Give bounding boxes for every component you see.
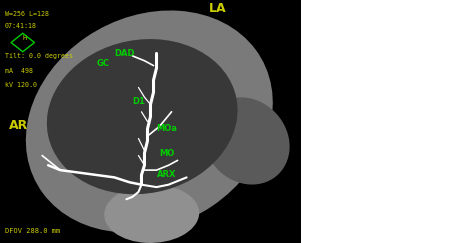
Text: MOa: MOa [156,124,177,133]
Text: W=256 L=128: W=256 L=128 [5,11,49,17]
Text: Tilt: 0.0 degrees: Tilt: 0.0 degrees [5,53,73,59]
Ellipse shape [203,97,290,184]
Text: AR: AR [9,119,28,132]
Text: DFOV 288.0 mm: DFOV 288.0 mm [5,228,60,234]
Text: ARX: ARX [156,170,176,179]
Ellipse shape [104,185,199,243]
Ellipse shape [47,39,237,194]
Text: H: H [23,35,27,41]
Text: DAD: DAD [114,49,135,58]
Text: kV 120.0: kV 120.0 [5,82,37,88]
Text: D1: D1 [132,97,146,106]
Text: GC: GC [96,59,109,68]
Text: MO: MO [160,148,175,157]
Ellipse shape [26,10,273,233]
Bar [0,0,301,243]
Text: LA: LA [209,2,226,15]
Text: 07:41:18: 07:41:18 [5,23,37,29]
Text: mA  498: mA 498 [5,68,33,74]
